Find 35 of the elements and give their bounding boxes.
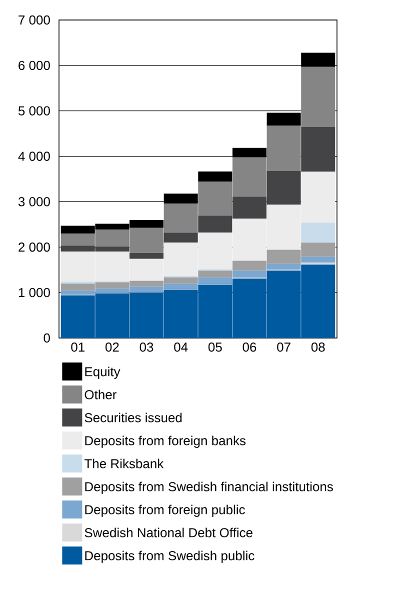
legend-label: Swedish National Debt Office (84, 528, 252, 538)
legend-label: Deposits from Swedish financial institutions (85, 482, 333, 494)
y-tick-label: 6 000 (18, 60, 50, 70)
x-tick-label: 03 (140, 342, 154, 352)
bar (301, 256, 336, 263)
y-tick-label: 0 (44, 333, 50, 343)
bar (301, 222, 336, 243)
bar (266, 112, 301, 126)
bar (164, 232, 198, 243)
legend-label: Securities issued (84, 412, 182, 422)
y-tick-label: 2 000 (18, 242, 50, 252)
y-tick-label: 5 000 (18, 106, 50, 116)
legend-label: Deposits from foreign banks (85, 436, 246, 448)
bar (130, 252, 164, 259)
legend-label: Other (84, 390, 116, 400)
bar (232, 148, 266, 158)
x-tick-label: 04 (174, 342, 188, 352)
bar (198, 270, 232, 278)
bar (198, 172, 232, 182)
x-tick-label: 05 (208, 342, 222, 352)
y-tick-label: 4 000 (18, 152, 50, 161)
legend-label: Deposits from foreign public (85, 504, 245, 517)
y-tick-label: 7 000 (18, 15, 50, 25)
x-tick-label: 02 (105, 342, 119, 352)
bar (164, 194, 198, 204)
y-tick-label: 1 000 (18, 288, 50, 298)
legend-label: Equity (85, 366, 120, 379)
legend-label: The Riksbank (84, 458, 164, 468)
x-tick-label: 08 (311, 342, 325, 352)
bar (266, 264, 301, 270)
y-tick-label: 3 000 (18, 197, 50, 206)
legend-label: Deposits from Swedish public (85, 550, 254, 563)
x-tick-label: 07 (277, 342, 290, 352)
x-tick-label: 06 (242, 342, 256, 352)
x-tick-label: 01 (71, 342, 84, 352)
